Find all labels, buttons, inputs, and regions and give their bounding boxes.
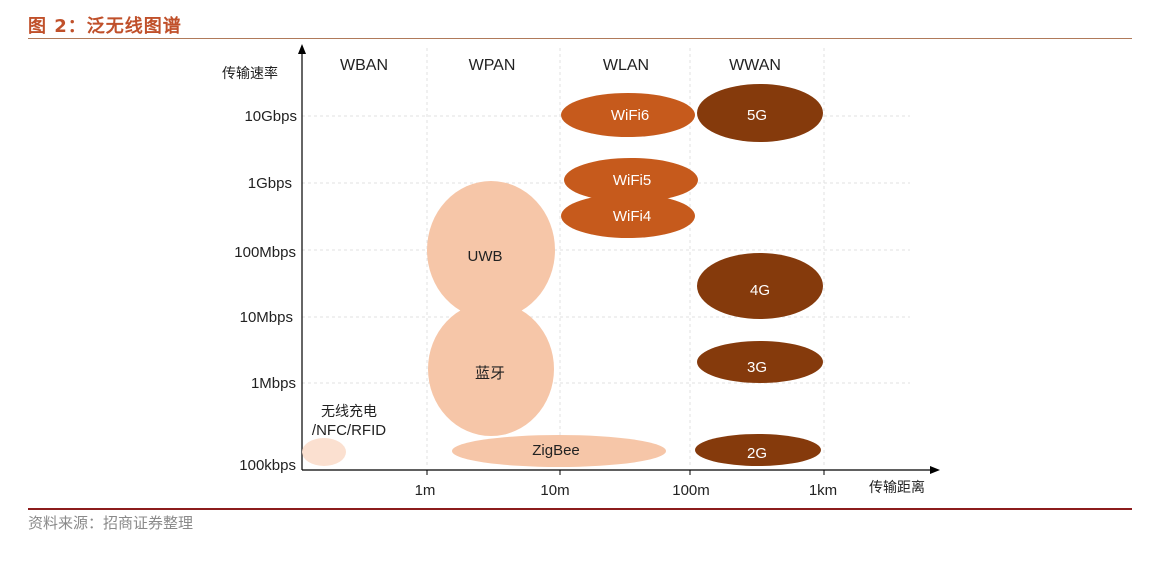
category-label-wban: WBAN [340,57,388,74]
wireless-spectrum-diagram: 传输速率 传输距离 100kbps 1Mbps 10Mbps 100Mbps 1… [222,44,940,499]
bubble-label-5g: 5G [747,107,767,124]
technology-bubbles [302,84,823,467]
x-tick-label-1m: 1m [415,482,436,499]
y-tick-label-10gbps: 10Gbps [244,108,297,125]
bubble-uwb [427,181,555,319]
y-axis-title: 传输速率 [222,65,278,82]
bubble-label-3g: 3G [747,359,767,376]
x-axis-title: 传输距离 [869,479,925,496]
source-note: 资料来源：招商证券整理 [28,514,194,532]
bubble-bluetooth [428,302,554,436]
y-tick-label-100kbps: 100kbps [239,457,296,474]
bubble-label-wifi4: WiFi4 [613,208,651,225]
bubble-nfc [302,438,346,466]
bubble-label-wifi5: WiFi5 [613,172,651,189]
bubble-wifi5 [564,158,698,202]
x-tick-marks [426,470,825,475]
bubble-5g [697,84,823,142]
nfc-annotation-line-1: 无线充电 [321,404,377,420]
category-labels: WBAN WPAN WLAN WWAN [340,57,781,74]
bubble-label-wifi6: WiFi6 [611,107,649,124]
category-label-wlan: WLAN [603,57,649,74]
bubble-label-zigbee: ZigBee [532,442,580,459]
bubble-wifi4 [561,194,695,238]
figure-header: 图 2：泛无线图谱 [28,10,1132,39]
y-tick-labels: 100kbps 1Mbps 10Mbps 100Mbps 1Gbps 10Gbp… [234,108,297,474]
y-tick-label-1mbps: 1Mbps [251,375,296,392]
bubble-label-uwb: UWB [468,248,503,265]
x-tick-label-1km: 1km [809,482,837,499]
x-axis-arrow [930,466,940,474]
category-label-wwan: WWAN [729,57,781,74]
bubble-wifi6 [561,93,695,137]
bubble-2g [695,434,821,466]
y-tick-label-100mbps: 100Mbps [234,244,296,261]
x-tick-labels: 1m 10m 100m 1km [415,482,838,499]
bubble-label-4g: 4G [750,282,770,299]
footer-rule [28,508,1132,510]
y-axis-arrow [298,44,306,54]
rate-gridlines [302,115,910,384]
category-gridlines [426,48,825,468]
bubble-3g [697,341,823,383]
x-tick-label-10m: 10m [540,482,569,499]
figure-title: 图 2：泛无线图谱 [28,16,182,37]
bubble-label-bluetooth: 蓝牙 [475,364,505,382]
x-tick-label-100m: 100m [672,482,710,499]
bubble-zigbee [452,435,666,467]
nfc-annotation: 无线充电 /NFC/RFID [312,404,386,439]
y-tick-label-1gbps: 1Gbps [248,175,292,192]
bubble-4g [697,253,823,319]
y-tick-label-10mbps: 10Mbps [240,309,293,326]
bubble-label-2g: 2G [747,445,767,462]
category-label-wpan: WPAN [469,57,516,74]
nfc-annotation-line-2: /NFC/RFID [312,422,386,439]
bubble-labels: UWB 蓝牙 ZigBee WiFi6 WiFi5 WiFi4 5G 4G 3G… [468,107,771,462]
